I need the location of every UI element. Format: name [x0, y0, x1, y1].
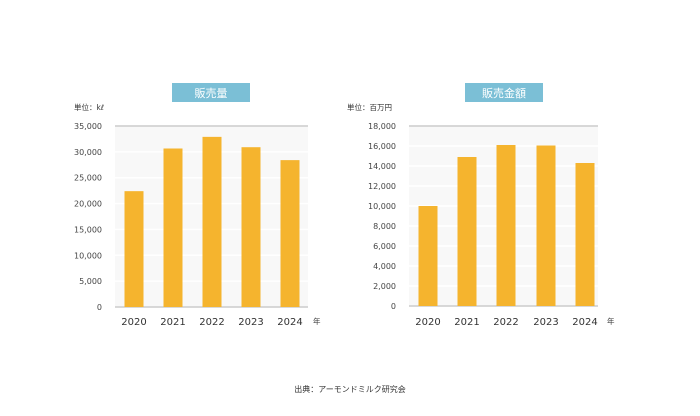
y-tick-label: 12,000 [368, 182, 396, 191]
y-tick-label: 15,000 [74, 225, 102, 234]
source-note: 出典：アーモンドミルク研究会 [294, 385, 406, 394]
bar-2021 [457, 157, 477, 306]
chart-title: 販売量 [195, 87, 228, 100]
x-tick-label: 2021 [160, 317, 185, 328]
y-tick-label: 20,000 [74, 200, 102, 209]
y-tick-label: 16,000 [368, 142, 396, 151]
y-tick-label: 0 [391, 302, 396, 311]
y-tick-label: 30,000 [74, 148, 102, 157]
x-unit-label: 年 [313, 316, 321, 326]
bar-2023 [536, 145, 556, 306]
x-tick-label: 2020 [415, 317, 440, 328]
y-tick-label: 5,000 [79, 277, 102, 286]
y-tick-label: 10,000 [74, 251, 102, 260]
bar-2021 [163, 148, 183, 307]
y-tick-label: 2,000 [373, 282, 396, 291]
x-tick-label: 2022 [493, 317, 518, 328]
bar-2022 [202, 136, 222, 307]
y-tick-label: 6,000 [373, 242, 396, 251]
x-tick-label: 2024 [277, 317, 302, 328]
unit-label: 単位：百万円 [347, 102, 392, 112]
y-tick-label: 18,000 [368, 122, 396, 131]
x-tick-label: 2020 [121, 317, 146, 328]
bar-2020 [418, 206, 438, 306]
x-tick-label: 2022 [199, 317, 224, 328]
y-tick-label: 10,000 [368, 202, 396, 211]
y-tick-label: 0 [97, 303, 102, 312]
chart-title-box [172, 83, 250, 102]
bar-2020 [124, 191, 144, 307]
x-tick-label: 2023 [238, 317, 263, 328]
bar-2024 [575, 163, 595, 306]
y-tick-label: 35,000 [74, 122, 102, 131]
y-tick-label: 4,000 [373, 262, 396, 271]
bar-2023 [241, 147, 261, 307]
x-tick-label: 2024 [572, 317, 597, 328]
bar-2024 [280, 160, 300, 307]
chart-title: 販売金額 [482, 86, 526, 100]
y-tick-label: 25,000 [74, 174, 102, 183]
unit-label: 単位：kℓ [74, 102, 104, 112]
x-tick-label: 2021 [454, 317, 479, 328]
y-tick-label: 8,000 [373, 222, 396, 231]
y-tick-label: 14,000 [368, 162, 396, 171]
x-unit-label: 年 [607, 316, 615, 326]
bar-2022 [496, 145, 516, 306]
chart-title-box [465, 83, 543, 102]
x-tick-label: 2023 [533, 317, 558, 328]
